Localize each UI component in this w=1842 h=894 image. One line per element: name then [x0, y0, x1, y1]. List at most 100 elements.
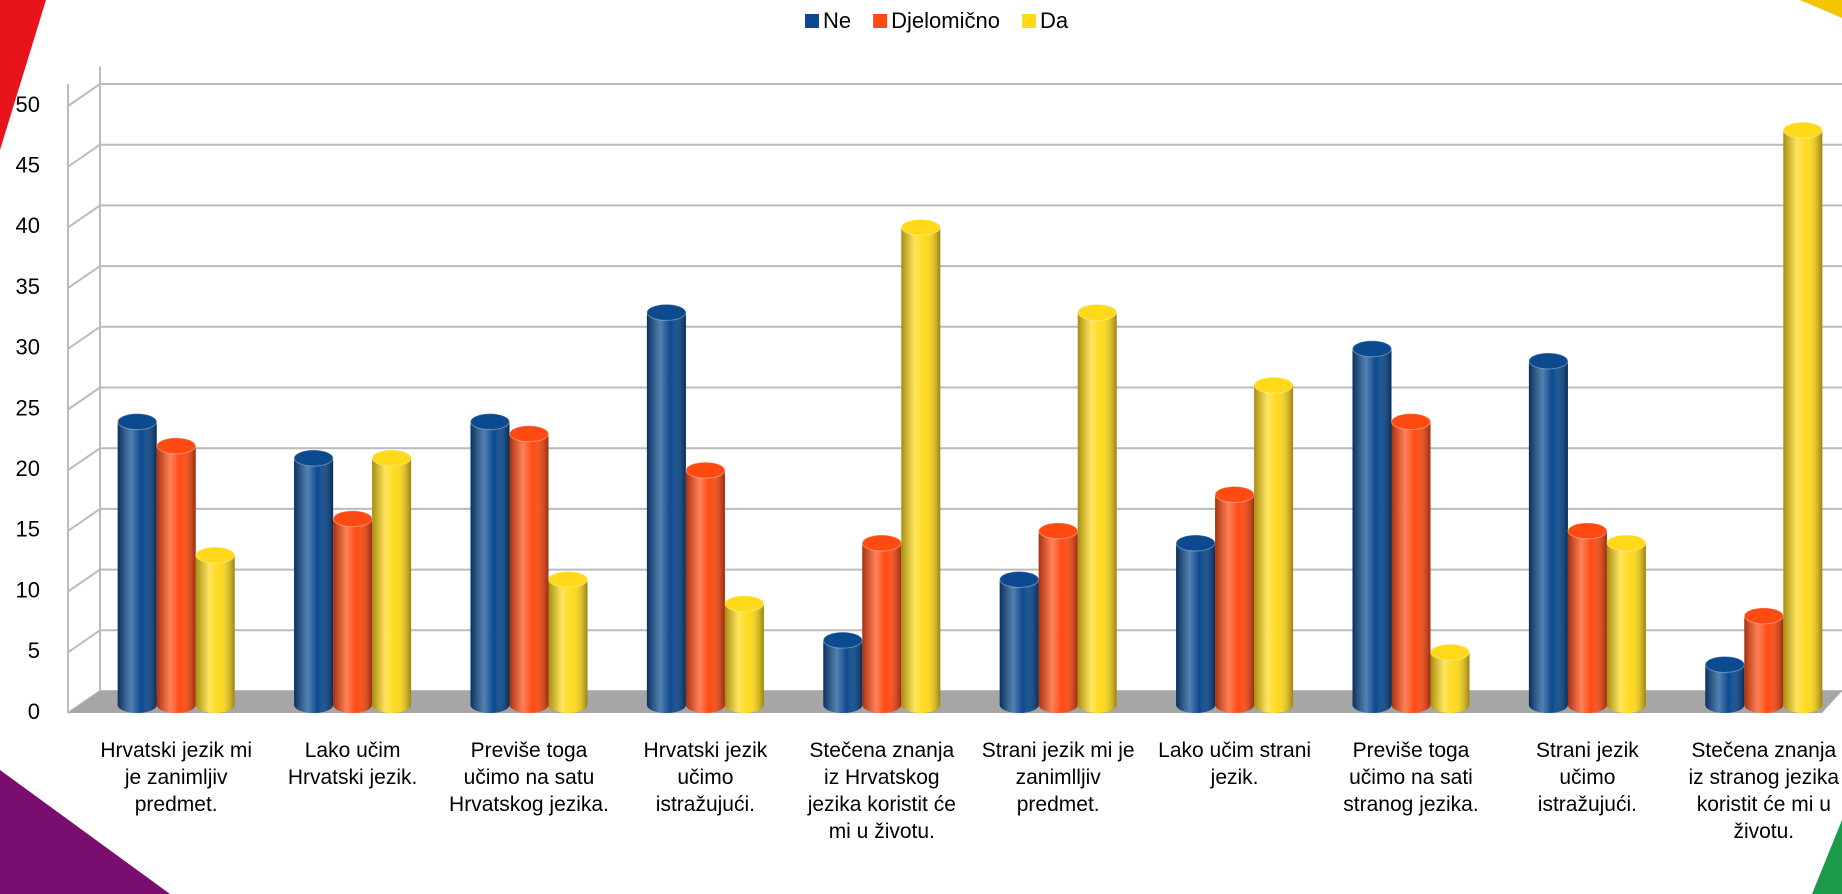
bar-shade [1077, 312, 1117, 705]
bar [822, 631, 863, 713]
grid-line [67, 447, 101, 472]
x-tick-label: Hrvatski jezik mi je zanimljiv predmet. [100, 739, 253, 816]
bar-base-shade [1528, 697, 1568, 713]
x-tick-label: Strani jezik učimo istražujući. [1536, 739, 1639, 816]
bar-base-shade [999, 697, 1039, 713]
bar-shade [646, 312, 686, 705]
legend-label: Djelomično [891, 8, 1000, 33]
bar-top [900, 218, 941, 236]
bar-top [646, 303, 687, 321]
bar-top [371, 449, 412, 467]
x-tick-label: Stečena znanja iz Hrvatskog jezika koris… [807, 739, 956, 843]
bar-shade [195, 555, 235, 705]
y-tick-label: 15 [16, 517, 40, 542]
grid-line [67, 83, 101, 107]
bar-base-shade [862, 697, 902, 713]
bar [685, 461, 726, 713]
y-tick-label: 45 [16, 153, 40, 178]
bar-base-shade [1176, 697, 1216, 713]
bar-base-shade [1038, 697, 1078, 713]
x-tick-label: Lako učim Hrvatski jezik. [287, 739, 418, 789]
bar-base-shade [1744, 697, 1784, 713]
bar-top [1528, 352, 1569, 370]
bar-top [1038, 522, 1079, 540]
bar-shade [901, 227, 941, 705]
grid-line [67, 386, 101, 411]
bar [1567, 522, 1608, 713]
legend-swatch [805, 14, 819, 28]
bar [332, 510, 373, 713]
legend-label: Ne [823, 8, 851, 33]
bar-base-shade [548, 697, 588, 713]
bar-base-shade [294, 697, 334, 713]
bar-top [1077, 303, 1118, 321]
bar-shade [1567, 530, 1607, 705]
bar-top [195, 546, 236, 564]
grid-line [67, 508, 101, 532]
bar-shade [1430, 652, 1470, 705]
grid-line [67, 143, 101, 168]
legend-label: Da [1040, 8, 1069, 33]
bar [470, 413, 510, 713]
bar-base-shade [1705, 697, 1745, 713]
bar-base-shade [724, 697, 764, 713]
y-tick-label: 25 [16, 395, 40, 420]
y-tick-label: 35 [16, 274, 40, 299]
x-tick-label: Previše toga učimo na satu Hrvatskog jez… [449, 739, 609, 816]
bar-shade [509, 433, 549, 705]
grid-line [67, 629, 101, 654]
bar [293, 449, 334, 713]
decor [1800, 0, 1842, 18]
bar-shade [1783, 130, 1823, 705]
bar-base-shade [156, 697, 196, 713]
bar [1606, 534, 1647, 713]
bar-shade [823, 640, 863, 705]
bar [1214, 485, 1255, 713]
bar-top [861, 534, 902, 552]
bar-top [293, 449, 334, 467]
bar-top [548, 570, 588, 588]
bar-shade [1215, 494, 1255, 705]
bar-shade [372, 458, 412, 705]
bar-top [509, 425, 549, 443]
bar-top [1704, 655, 1745, 673]
x-tick-label: Strani jezik mi je zanimlljiv predmet. [981, 739, 1135, 816]
bar [861, 534, 902, 713]
bar-base-shade [195, 697, 235, 713]
bar [1528, 352, 1569, 713]
bar-base-shade [901, 697, 941, 713]
x-tick-label: Previše toga učimo na sati stranog jezik… [1343, 739, 1479, 816]
bar-base-shade [1215, 697, 1255, 713]
y-tick-label: 0 [28, 699, 40, 724]
bar [1391, 413, 1431, 713]
bar [1038, 522, 1079, 713]
bar-top [1214, 485, 1255, 503]
bar-base-shade [1606, 697, 1646, 713]
bar [1782, 121, 1823, 713]
bar-top [1253, 376, 1294, 394]
decor [1812, 820, 1842, 894]
bar-base-shade [333, 697, 373, 713]
y-tick-label: 40 [16, 213, 40, 238]
bar-shade [294, 458, 334, 705]
bar-shade [999, 579, 1039, 705]
bar-shade [117, 421, 157, 705]
bar [509, 425, 549, 713]
bar-base-shade [1567, 697, 1607, 713]
bar-top [1352, 340, 1392, 358]
bar-shade [1254, 385, 1294, 705]
bar-top [1391, 413, 1431, 431]
y-tick-label: 50 [16, 92, 40, 117]
bar-top [1782, 121, 1823, 139]
bar-base-shade [1430, 697, 1470, 713]
bar-base-shade [117, 697, 157, 713]
grid-line [67, 265, 101, 289]
bar [156, 437, 197, 713]
grid-line [67, 204, 101, 229]
legend-swatch [873, 14, 888, 28]
grid-line [67, 325, 101, 350]
bar-base-shade [1391, 697, 1431, 713]
y-tick-label: 10 [16, 577, 40, 602]
bar-base-shade [685, 697, 725, 713]
